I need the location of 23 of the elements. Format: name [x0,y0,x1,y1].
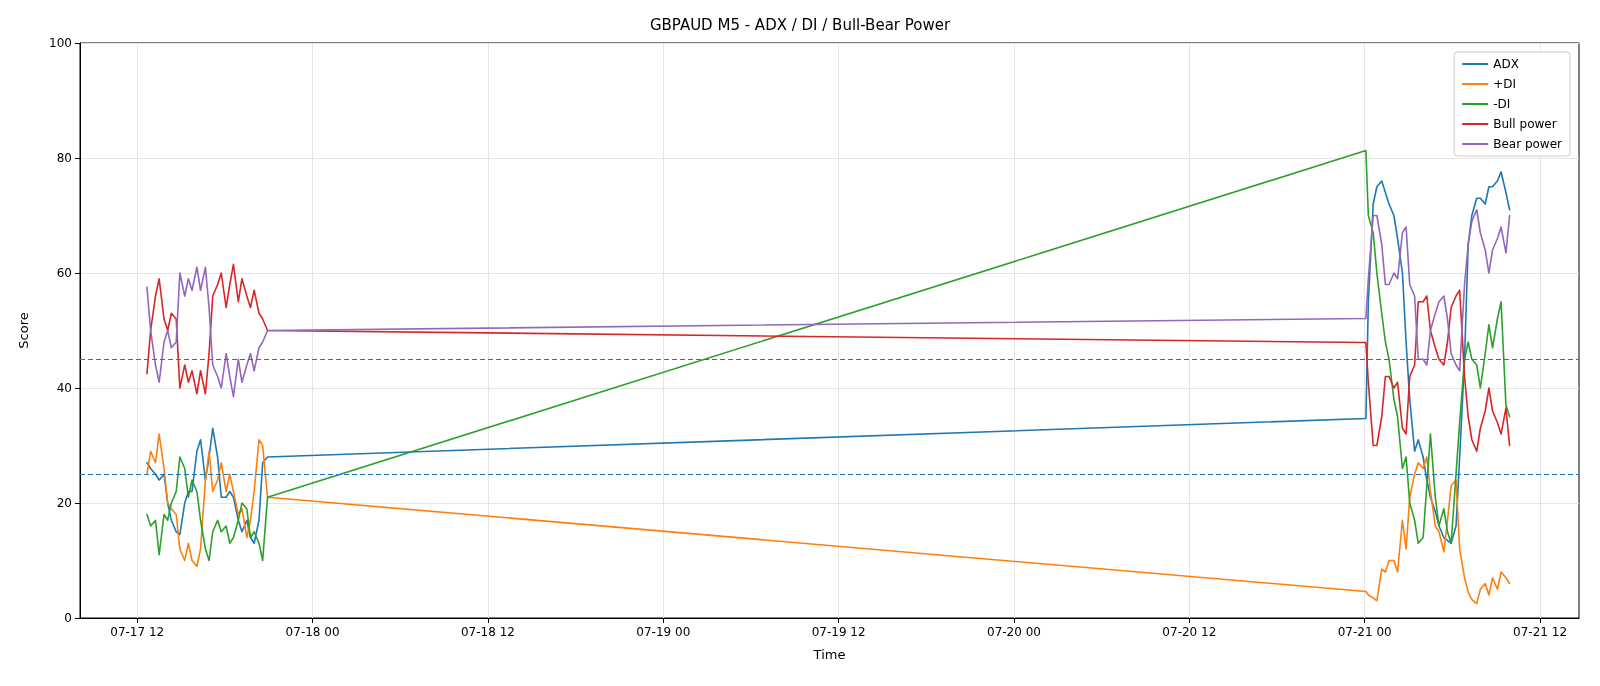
y-tick-label: 40 [56,381,72,395]
y-tick-label: 100 [49,36,72,50]
x-tick-label: 07-19 00 [636,625,691,639]
x-tick-label: 07-18 12 [460,625,515,639]
legend-label: ADX [1493,57,1519,71]
legend-label: +DI [1493,77,1517,91]
legend-label: Bull power [1493,117,1557,131]
x-tick-label: 07-21 00 [1337,625,1392,639]
y-axis-title: Score [16,312,31,349]
x-tick-label: 07-18 00 [285,625,340,639]
x-tick-label: 07-17 12 [110,625,165,639]
x-tick-label: 07-19 12 [811,625,866,639]
y-tick-label: 20 [56,496,72,510]
x-tick-label: 07-20 12 [1162,625,1217,639]
x-axis-title: Time [812,647,846,662]
x-tick-label: 07-21 12 [1513,625,1568,639]
y-tick-label: 0 [64,611,72,625]
legend-label: Bear power [1493,137,1563,151]
chart-title: GBPAUD M5 - ADX / DI / Bull-Bear Power [649,15,951,34]
y-tick-label: 80 [56,151,72,165]
legend-label: -DI [1493,97,1511,111]
x-tick-label: 07-20 00 [987,625,1041,639]
y-tick-label: 60 [56,266,72,280]
